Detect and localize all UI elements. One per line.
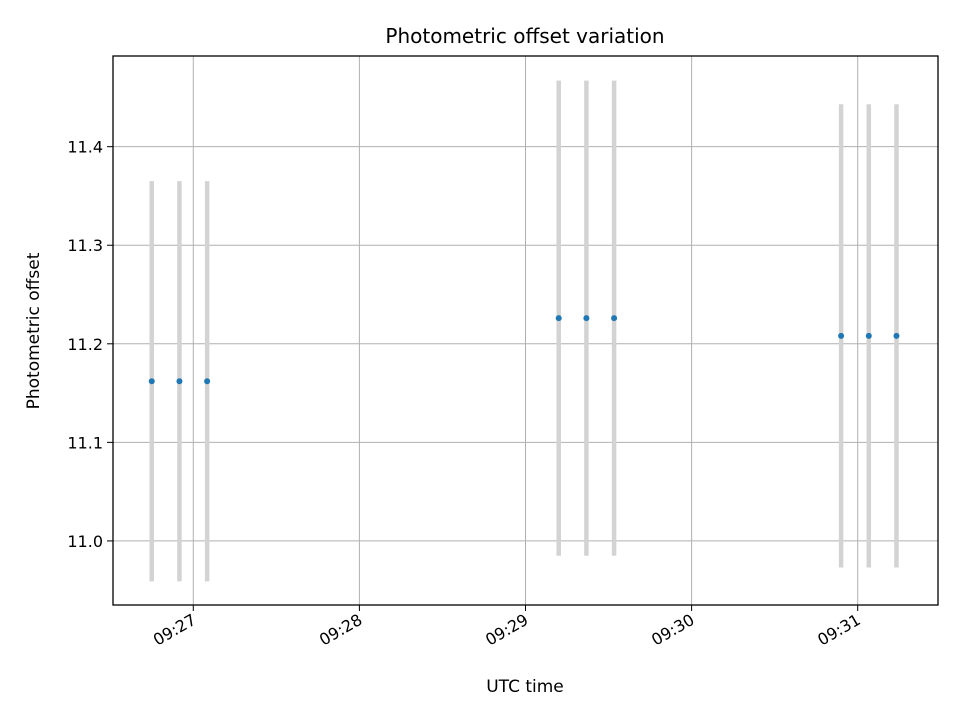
y-tick-label: 11.2 bbox=[67, 335, 103, 354]
chart-title: Photometric offset variation bbox=[385, 24, 664, 48]
data-point bbox=[611, 315, 618, 322]
data-point bbox=[204, 378, 211, 385]
y-axis-label: Photometric offset bbox=[24, 252, 44, 409]
data-point bbox=[893, 332, 900, 339]
y-axis-ticks: 11.0 11.1 11.2 11.3 11.4 bbox=[67, 138, 113, 551]
y-tick-label: 11.3 bbox=[67, 236, 103, 255]
y-tick-label: 11.4 bbox=[67, 138, 103, 157]
data-point bbox=[148, 378, 155, 385]
y-tick-label: 11.0 bbox=[67, 532, 103, 551]
y-tick-label: 11.1 bbox=[67, 433, 103, 452]
data-point bbox=[555, 315, 562, 322]
data-point bbox=[865, 332, 872, 339]
grid bbox=[113, 56, 938, 605]
data-points bbox=[148, 315, 900, 385]
data-point bbox=[583, 315, 590, 322]
x-axis-label: UTC time bbox=[486, 677, 564, 697]
data-point bbox=[176, 378, 183, 385]
data-point bbox=[838, 332, 845, 339]
